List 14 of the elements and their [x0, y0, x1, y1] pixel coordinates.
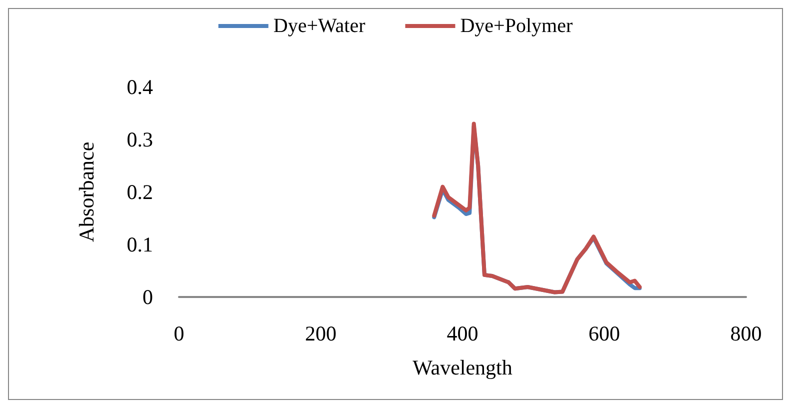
legend-label: Dye+Polymer [460, 15, 573, 37]
y-tick-label: 0.1 [126, 232, 153, 256]
legend-label: Dye+Water [273, 15, 366, 37]
y-tick-label: 0 [142, 285, 153, 309]
x-axis-title: Wavelength [412, 356, 513, 380]
x-tick-label: 200 [305, 322, 336, 346]
x-tick-label: 600 [588, 322, 620, 346]
x-tick-label: 0 [174, 322, 184, 346]
y-tick-label: 0.2 [126, 180, 153, 204]
y-tick-label: 0.3 [126, 128, 153, 152]
y-axis-title: Absorbance [74, 142, 98, 242]
x-tick-label: 400 [446, 322, 478, 346]
x-tick-label: 800 [730, 322, 762, 346]
y-tick-label: 0.4 [126, 75, 154, 99]
